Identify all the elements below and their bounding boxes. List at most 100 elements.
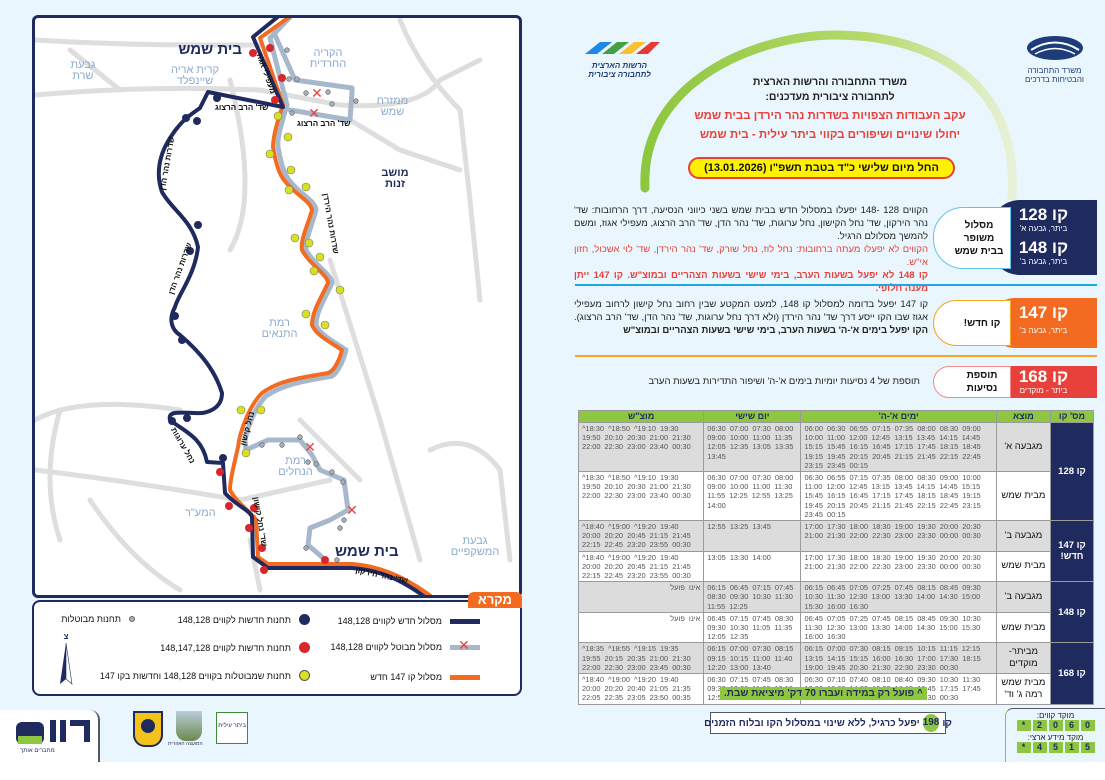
line-number: קו 128 <box>1018 205 1069 224</box>
friday-cell: 06:45 07:15 07:45 08:30 09:30 10:30 11:0… <box>703 611 802 644</box>
column-header: ימים א'-ה' <box>800 410 997 423</box>
route-warning-bold: קו 148 לא יפעל בשעות הערב, בימי שישי בשע… <box>574 270 928 294</box>
city-emblem: ביתר עילית <box>216 712 248 744</box>
motzash-cell: ^18:40 ^19:00 ^19:20 19:40 20:00 20:20 2… <box>577 550 705 583</box>
divider <box>575 284 1097 286</box>
navy-stop-swatch <box>299 614 310 625</box>
hotline-digit: 2 <box>1032 720 1047 731</box>
new-stop-red <box>321 556 329 564</box>
column-header: מוצ"ש <box>577 410 705 423</box>
cancelled-x-icon: ✕ <box>458 636 470 653</box>
route-tag: תוספת נסיעות <box>933 366 1011 398</box>
hotline-number: * 2 0 6 0 <box>1006 720 1105 731</box>
stop-yellow <box>301 309 311 319</box>
new-stop-red <box>216 468 224 476</box>
cancelled-line-swatch: ✕ <box>450 638 480 652</box>
stop-yellow <box>315 252 325 262</box>
map-canvas: ✕ ✕ ✕ ✕ <box>35 18 513 595</box>
new-stop-red <box>260 566 268 574</box>
map-road <box>87 497 183 593</box>
map-label: גבעת המשקפיים <box>450 535 500 558</box>
cancelled-stop <box>279 442 285 448</box>
new-stop-red <box>250 504 258 512</box>
notice-page: ✕ ✕ ✕ ✕ בית שמש קרית אריה שיינפלד גבעת שרת … <box>0 0 1105 762</box>
motzash-cell: ^18:30 ^18:50 ^19:10 19:30 19:50 20:10 2… <box>577 421 705 473</box>
legend-item: תחנות שמבוטלות בקווים 148,128 וחדשות בקו… <box>100 670 310 681</box>
stop-yellow <box>301 182 311 192</box>
hotline-digit: 5 <box>1048 742 1063 753</box>
legend-label: מסלול מבוטל לקווים 148,128 <box>330 642 442 652</box>
stop-yellow <box>290 233 300 243</box>
friday-cell: 06:15 06:45 07:15 07:45 08:30 09:30 10:3… <box>703 581 802 613</box>
line-number: קו 147 <box>1018 303 1069 322</box>
legend-item: תחנות מבוטלות <box>61 614 135 624</box>
new-stop-navy <box>186 247 194 255</box>
table-row: קו 147 חדש! מגבעה ב' 17:00 17:30 18:00 18:… <box>577 520 1095 583</box>
origin-cell: מגבעה ב' <box>995 581 1051 613</box>
new-stop-red <box>278 74 286 82</box>
timetable: מס' קו מוצא ימים א'-ה' יום שישי מוצ"ש קו 128 מ… <box>577 410 1095 705</box>
column-header: יום שישי <box>703 410 802 423</box>
new-stop-navy <box>193 117 201 125</box>
grey-stop-swatch <box>129 616 135 622</box>
hotline-label: מוקד מידע ארצי: <box>1027 733 1084 742</box>
orange-line-swatch <box>450 674 480 680</box>
legend-title: מקרא <box>467 592 522 608</box>
new-stop-red <box>245 524 253 532</box>
legend-label: תחנות מבוטלות <box>61 614 121 624</box>
cancelled-stop <box>341 517 347 523</box>
line-destination: ביתר, גבעה ב' <box>1019 326 1068 335</box>
route-text: הקווים 128 -148 יפעלו במסלול חדש בבית שמ… <box>574 205 928 242</box>
stop-yellow <box>284 185 294 195</box>
map-label: רמת הנחלים <box>278 455 313 478</box>
green-arc <box>640 30 1017 200</box>
cancelled-stop <box>297 434 303 440</box>
motzash-cell: ^18:30 ^18:50 ^19:10 19:30 19:50 20:10 2… <box>577 471 705 522</box>
new-stop-navy <box>168 417 176 425</box>
route-tag: מסלול משופר בבית שמש <box>933 207 1011 269</box>
route-147-line <box>228 18 433 595</box>
legend-label: מסלול חדש לקווים 148,128 <box>337 616 442 626</box>
ministry-logo: משרד התחבורה והבטיחות בדרכים <box>1012 35 1097 84</box>
hotline-digit: 6 <box>1064 720 1079 731</box>
map-road <box>35 401 183 423</box>
route-128-148-line <box>156 18 426 595</box>
route-description: הקווים 128 -148 יפעלו במסלול חדש בבית שמ… <box>574 204 928 295</box>
new-stop-red <box>225 502 233 510</box>
column-header: מוצא <box>995 410 1051 423</box>
motzash-cell: ^18:40 ^19:00 ^19:20 19:40 20:00 20:20 2… <box>577 520 705 552</box>
line-number: קו 168 <box>1018 367 1069 386</box>
origin-cell: מביתר- מוקדים <box>995 642 1051 675</box>
cancelled-route-loop <box>272 32 355 123</box>
weekday-cell: 06:45 07:05 07:25 07:45 08:15 08:45 09:3… <box>800 611 997 644</box>
header-red-line: עקב העבודות הצפויות בשדרות נהר הירדן בבי… <box>694 110 966 122</box>
cancelled-stop <box>305 459 311 465</box>
legend-item: תחנות חדשות לקווים 148,128 <box>178 614 310 625</box>
divider <box>575 355 1097 357</box>
stop-yellow <box>256 405 266 415</box>
map-label: בית שמש <box>178 41 242 58</box>
map-label: קרית אריה שיינפלד <box>170 64 220 87</box>
map-label: בית שמש <box>335 543 399 560</box>
stop-yellow <box>320 320 330 330</box>
line-destination: ביתר, גבעה ב' <box>1019 257 1068 266</box>
cancelled-stop <box>329 101 335 107</box>
cancelled-stop <box>289 110 295 116</box>
line-cell: קו 128 <box>1049 421 1095 522</box>
line-cell: קו 148 <box>1049 581 1095 644</box>
street-label: שד' הרב הרצוג <box>215 103 269 112</box>
hotline-number: * 4 5 1 5 <box>1006 742 1105 753</box>
stop-yellow <box>236 405 246 415</box>
map-road <box>227 77 248 253</box>
line-198-text: יפעל כרגיל, ללא שינוי במסלול הקו ובלוח ה… <box>704 717 920 729</box>
cancelled-route-line <box>242 18 351 560</box>
table-row: מבית שמש 17:00 17:30 18:00 18:30 19:00 19… <box>577 550 1094 583</box>
origin-cell: מגבעה א' <box>995 421 1051 473</box>
cancelled-stop <box>284 47 290 53</box>
motzash-cell: ^18:40 ^19:00 ^19:20 19:40 20:00 20:20 2… <box>577 673 705 705</box>
route-text-bold: הקו יפעל בימים א'-ה' בשעות הערב, בימי שי… <box>623 325 928 336</box>
cancelled-stop <box>334 557 340 563</box>
map-label: הקריה החרדית <box>309 47 347 70</box>
origin-cell: מגבעה ב' <box>995 520 1051 552</box>
stop-yellow <box>283 132 293 142</box>
